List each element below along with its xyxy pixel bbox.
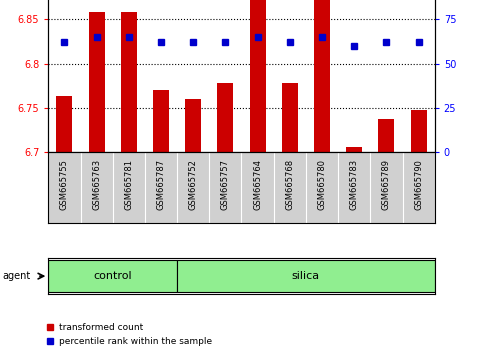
Bar (411, 110, 426, 152)
Text: GSM665757: GSM665757 (221, 159, 230, 210)
Bar (185, 99, 201, 152)
Text: GSM665752: GSM665752 (189, 159, 198, 210)
Text: GSM665783: GSM665783 (350, 159, 359, 210)
Text: agent: agent (2, 271, 30, 281)
Bar (57, 97, 72, 152)
Text: GSM665768: GSM665768 (285, 159, 294, 210)
Bar (346, 147, 362, 152)
Text: GSM665763: GSM665763 (92, 159, 101, 210)
Text: control: control (93, 271, 132, 281)
Bar (378, 119, 395, 152)
Bar (282, 83, 298, 152)
Text: GSM665780: GSM665780 (317, 159, 327, 210)
Bar (88, 12, 105, 152)
Bar (314, 0, 330, 152)
Bar (250, 0, 266, 152)
Text: GSM665789: GSM665789 (382, 159, 391, 210)
Text: GSM665764: GSM665764 (253, 159, 262, 210)
Bar (177, 260, 435, 292)
Text: GSM665781: GSM665781 (124, 159, 133, 210)
Text: GSM665790: GSM665790 (414, 159, 423, 210)
Text: silica: silica (292, 271, 320, 281)
Text: GSM665755: GSM665755 (60, 159, 69, 210)
Legend: transformed count, percentile rank within the sample: transformed count, percentile rank withi… (43, 320, 215, 349)
Bar (48, 260, 177, 292)
Text: GSM665787: GSM665787 (156, 159, 166, 210)
Bar (217, 83, 233, 152)
Bar (121, 12, 137, 152)
Bar (153, 90, 169, 152)
